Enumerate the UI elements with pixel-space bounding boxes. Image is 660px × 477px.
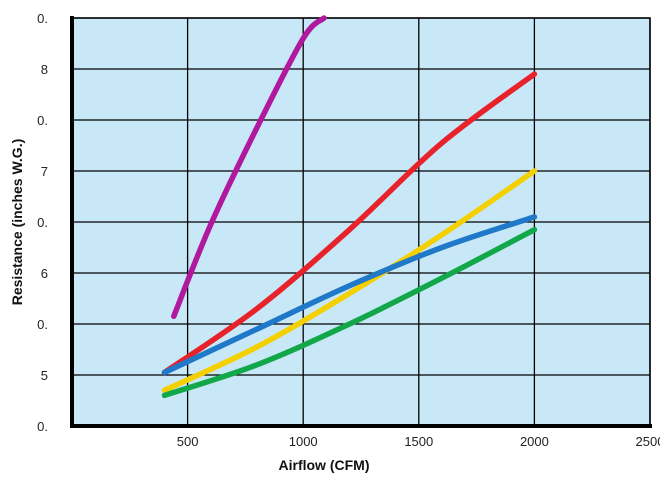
series-line <box>161 214 538 376</box>
y-tick-label: 0. <box>37 113 48 128</box>
x-axis-title: Airflow (CFM) <box>279 457 370 473</box>
y-tick-label: 0. <box>37 419 48 434</box>
series-line <box>170 15 327 320</box>
series-line <box>161 71 538 376</box>
series-line <box>161 226 538 399</box>
y-tick-label: 8 <box>41 62 48 77</box>
y-tick-labels: 0. 5 0. 6 0. 7 0. 8 0. <box>37 11 48 434</box>
y-tick-label: 0. <box>37 317 48 332</box>
y-axis-title: Resistance (inches W.G.) <box>9 139 25 306</box>
x-tick-label: 1000 <box>289 434 318 449</box>
series-line <box>161 168 538 394</box>
y-tick-label: 7 <box>41 164 48 179</box>
x-tick-label: 500 <box>177 434 199 449</box>
y-tick-label: 0. <box>37 11 48 26</box>
series-group <box>161 15 538 399</box>
y-tick-label: 0. <box>37 215 48 230</box>
x-tick-label: 2000 <box>520 434 549 449</box>
x-tick-label: 1500 <box>404 434 433 449</box>
y-tick-label: 5 <box>41 368 48 383</box>
y-tick-label: 6 <box>41 266 48 281</box>
